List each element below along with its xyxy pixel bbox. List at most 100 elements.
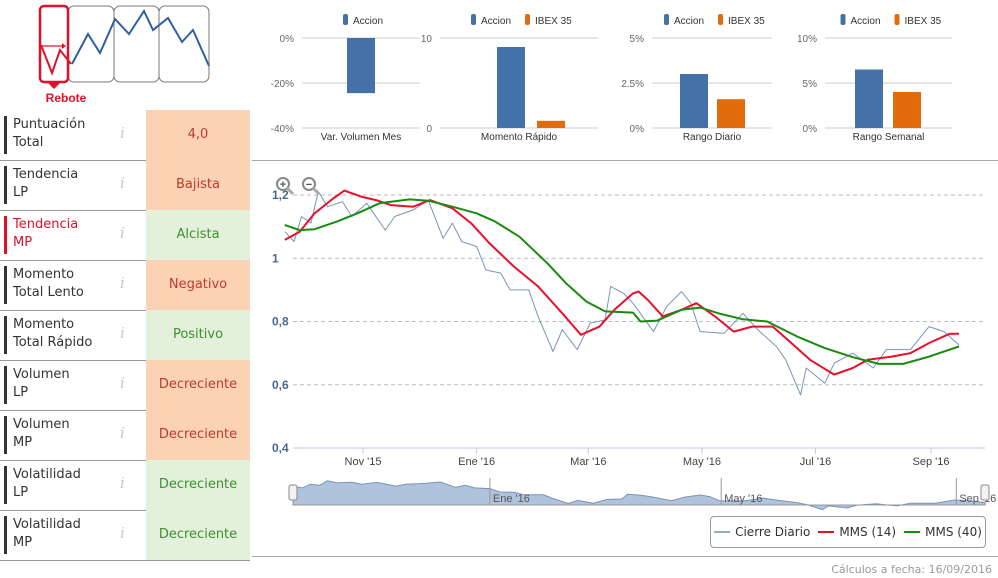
indicator-row[interactable]: Puntuación Total i 4,0 [0,110,250,161]
x-tick-label: Mar '16 [570,456,606,468]
zoom-in-icon[interactable]: + [276,177,295,196]
indicator-label-line2: Total [13,135,44,150]
info-icon[interactable]: i [120,424,125,442]
indicator-label: Momento Total Lento [4,266,123,304]
info-icon[interactable]: i [120,474,125,492]
legend-label: Accion [353,16,383,27]
indicator-label-line1: Puntuación [13,117,86,132]
navigator-handle-left[interactable] [288,484,298,501]
info-icon[interactable]: i [120,224,125,242]
bar-ibex [893,92,921,128]
indicator-row[interactable]: Volumen MP i Decreciente [0,410,250,461]
indicator-row[interactable]: Momento Total Rápido i Positivo [0,310,250,361]
bar-ibex [537,120,565,128]
indicator-label-line1: Volatilidad [13,517,81,532]
legend-item-close[interactable]: Cierre Diario [714,525,810,539]
bar-ibex [717,99,745,128]
indicator-row[interactable]: Volatilidad MP i Decreciente [0,510,250,561]
info-icon[interactable]: i [120,124,125,142]
indicator-label-line2: MP [13,435,33,450]
bar-accion [347,38,375,94]
navigator-tick-label: Ene '16 [493,493,530,505]
indicator-label-line2: Total Rápido [13,335,93,350]
indicator-value: Decreciente [146,510,250,560]
price-chart: 1,2 1 0,8 0,6 0,4 Nov '15 Ene '16 Mar '16 May '1… [272,177,996,511]
info-icon[interactable]: i [120,324,125,342]
y-tick-label: 0% [280,34,295,45]
indicator-row[interactable]: Tendencia LP i Bajista [0,160,250,211]
y-tick-label: 2.5% [621,79,644,90]
indicator-value: Negativo [146,260,250,310]
legend-swatch [343,14,348,25]
indicator-row[interactable]: Volatilidad LP i Decreciente [0,460,250,511]
lens [302,177,316,191]
legend-label: MMS (40) [925,525,982,539]
indicator-label-line2: LP [13,185,29,200]
legend-label: Accion [851,16,881,27]
legend-label: IBEX 35 [728,16,765,27]
divider [252,556,998,557]
legend-swatch [525,14,530,25]
indicator-row[interactable]: Momento Total Lento i Negativo [0,260,250,311]
category-label: Rango Semanal [853,132,925,143]
legend-swatch [471,14,476,25]
indicator-row[interactable]: Volumen LP i Decreciente [0,360,250,411]
lens [276,177,290,191]
legend-item-mms40[interactable]: MMS (40) [904,525,982,539]
y-tick-label: 0,4 [272,441,289,455]
navigator-tick-label: Sep '16 [959,493,996,505]
rebound-pattern-icon: Rebote [38,4,210,105]
x-tick-label: May '16 [683,456,721,468]
legend-label: Cierre Diario [735,525,811,539]
handle [311,186,321,196]
y-tick-label: -20% [271,79,294,90]
y-tick-label: 0,8 [272,315,289,329]
info-icon[interactable]: i [120,524,125,542]
indicator-label: Volatilidad LP [4,466,123,504]
indicator-label-line1: Tendencia [13,217,79,232]
legend-swatch [664,14,669,25]
bar-accion [680,74,708,128]
info-icon[interactable]: i [120,274,125,292]
y-tick-label: 0% [803,124,818,135]
indicator-row[interactable]: Tendencia MP i Alcista [0,210,250,261]
legend-swatch [718,14,723,25]
bar-accion [855,69,883,128]
indicator-label: Volumen MP [4,416,123,454]
indicator-label: Puntuación Total [4,116,123,154]
glyph: − [306,179,312,191]
x-tick-label: Jul '16 [800,456,831,468]
y-tick-label: 10 [421,34,433,45]
indicator-label: Momento Total Rápido [4,316,123,354]
bar-accion [497,47,525,128]
y-tick-label: -40% [271,124,294,135]
calculation-date: Cálculos a fecha: 16/09/2016 [831,563,992,576]
indicator-value: 4,0 [146,110,250,160]
y-tick-label: 10% [797,34,817,45]
y-tick-label: 5% [803,79,818,90]
info-icon[interactable]: i [120,374,125,392]
close-line [284,191,960,396]
indicator-value: Alcista [146,210,250,260]
y-tick-label: 0,6 [272,378,289,392]
info-icon[interactable]: i [120,174,125,192]
indicator-value: Decreciente [146,360,250,410]
y-tick-label: 0% [630,124,645,135]
y-tick-label: 5% [630,34,645,45]
indicator-label-line1: Volatilidad [13,467,81,482]
category-label: Momento Rápido [481,132,558,143]
indicator-label: Tendencia MP [4,216,123,254]
category-label: Rango Diario [683,132,742,143]
category-label: Var. Volumen Mes [321,132,401,143]
x-tick-label: Nov '15 [345,456,382,468]
legend-item-mms14[interactable]: MMS (14) [818,525,896,539]
mini-bar-charts: 0% -20% -40% Accion Var. Volumen Mes 10 0 Accio… [271,14,952,143]
legend-label: IBEX 35 [905,16,942,27]
zoom-out-icon[interactable]: − [302,177,321,196]
glyph: + [280,179,286,191]
navigator-handle-right[interactable] [980,484,990,501]
indicator-label-line2: MP [13,235,33,250]
legend-swatch [894,14,900,25]
indicator-value: Bajista [146,160,250,210]
